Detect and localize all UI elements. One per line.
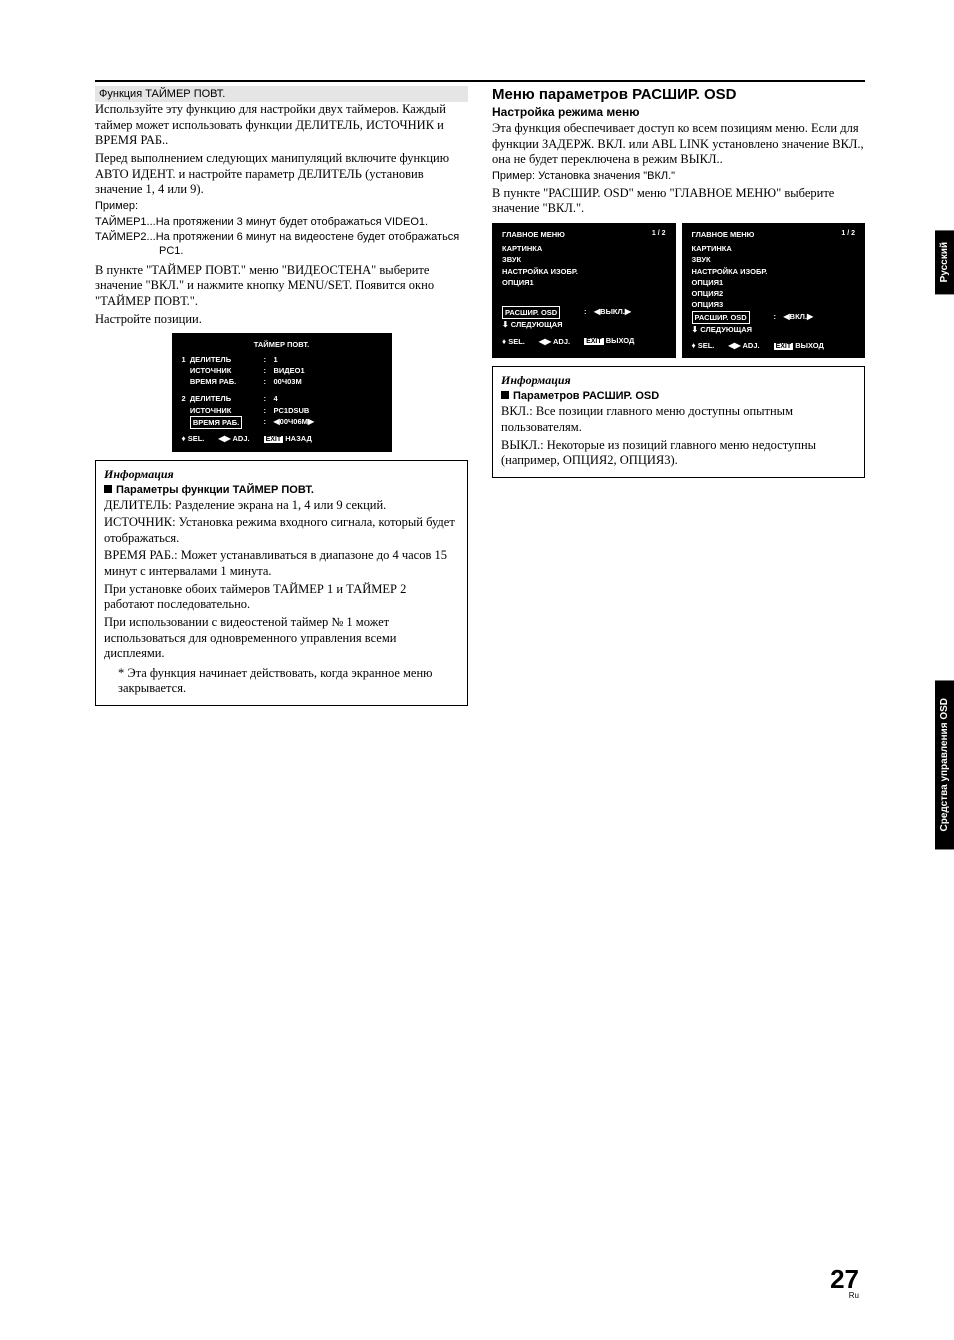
down-arrow-icon: ⬇ xyxy=(692,325,699,334)
osd-panel-main-left: ГЛАВНОЕ МЕНЮ1 / 2 КАРТИНКА ЗВУК НАСТРОЙК… xyxy=(492,223,676,359)
osd-item: ОПЦИЯ1 xyxy=(502,277,666,288)
info-box: Информация Параметров РАСШИР. OSD ВКЛ.: … xyxy=(492,366,865,478)
osd-item: КАРТИНКА xyxy=(692,243,856,254)
osd-adv-row: РАСШИР. OSD:◀ВКЛ.▶ xyxy=(692,311,856,324)
info-line: ВКЛ.: Все позиции главного меню доступны… xyxy=(501,404,856,435)
exit-badge: EXIT xyxy=(264,436,284,443)
info-line: При установке обоих таймеров ТАЙМЕР 1 и … xyxy=(104,582,459,613)
info-note: * Эта функция начинает действовать, когд… xyxy=(104,666,459,697)
updown-arrow-icon: ♦ xyxy=(692,341,696,350)
osd-footer: ♦ SEL. ◀▶ ADJ. EXIT ВЫХОД xyxy=(692,340,856,353)
osd-item: ОПЦИЯ2 xyxy=(692,288,856,299)
osd-panel-main-right: ГЛАВНОЕ МЕНЮ1 / 2 КАРТИНКА ЗВУК НАСТРОЙК… xyxy=(682,223,866,359)
section-heading: Функция ТАЙМЕР ПОВТ. xyxy=(95,86,468,102)
info-line: При использовании с видеостеной таймер №… xyxy=(104,615,459,662)
left-column: Функция ТАЙМЕР ПОВТ. Используйте эту фун… xyxy=(95,86,468,706)
right-column: Меню параметров РАСШИР. OSD Настройка ре… xyxy=(492,86,865,706)
osd-title: ГЛАВНОЕ МЕНЮ1 / 2 xyxy=(692,229,856,240)
osd-next: ⬇ СЛЕДУЮЩАЯ xyxy=(502,319,666,331)
paragraph: Настройте позиции. xyxy=(95,312,468,328)
heading-1: Меню параметров РАСШИР. OSD xyxy=(492,86,865,103)
osd-item: НАСТРОЙКА ИЗОБР. xyxy=(692,266,856,277)
paragraph: Используйте эту функцию для настройки дв… xyxy=(95,102,468,149)
info-title: Информация xyxy=(501,373,856,388)
two-columns: Функция ТАЙМЕР ПОВТ. Используйте эту фун… xyxy=(95,86,865,706)
heading-2: Настройка режима меню xyxy=(492,105,865,119)
exit-badge: EXIT xyxy=(774,343,794,350)
down-arrow-icon: ⬇ xyxy=(502,320,509,329)
osd-row: 2 ДЕЛИТЕЛЬ:4 xyxy=(182,393,382,404)
example-line: ТАЙМЕР2...На протяжении 6 минут на видео… xyxy=(95,231,468,259)
page-number: 27 Ru xyxy=(830,1266,859,1300)
side-tab-language: Русский xyxy=(935,230,954,294)
osd-adv-row: РАСШИР. OSD:◀ВЫКЛ.▶ xyxy=(502,306,666,319)
info-line: ВРЕМЯ РАБ.: Может устанавливаться в диап… xyxy=(104,548,459,579)
info-box: Информация Параметры функции ТАЙМЕР ПОВТ… xyxy=(95,460,468,707)
osd-title: ТАЙМЕР ПОВТ. xyxy=(182,339,382,350)
osd-row: ИСТОЧНИК:PC1DSUB xyxy=(182,405,382,416)
right-arrow-icon: ▶ xyxy=(625,307,631,316)
info-subtitle: Параметры функции ТАЙМЕР ПОВТ. xyxy=(104,484,459,496)
osd-footer: ♦ SEL. ◀▶ ADJ. EXIT НАЗАД xyxy=(182,433,382,446)
leftright-arrow-icon: ◀▶ xyxy=(539,337,551,346)
exit-badge: EXIT xyxy=(584,338,604,345)
osd-next: ⬇ СЛЕДУЮЩАЯ xyxy=(692,324,856,336)
paragraph: В пункте "ТАЙМЕР ПОВТ." меню "ВИДЕОСТЕНА… xyxy=(95,263,468,310)
leftright-arrow-icon: ◀▶ xyxy=(728,341,740,350)
osd-item: ОПЦИЯ1 xyxy=(692,277,856,288)
paragraph: Перед выполнением следующих манипуляций … xyxy=(95,151,468,198)
osd-row: 1 ДЕЛИТЕЛЬ:1 xyxy=(182,354,382,365)
osd-row: ИСТОЧНИК:ВИДЕО1 xyxy=(182,365,382,376)
paragraph: Эта функция обеспечивает доступ ко всем … xyxy=(492,121,865,168)
osd-item: НАСТРОЙКА ИЗОБР. xyxy=(502,266,666,277)
updown-arrow-icon: ♦ xyxy=(182,434,186,443)
info-title: Информация xyxy=(104,467,459,482)
example-label: Пример: Установка значения "ВКЛ." xyxy=(492,170,865,184)
osd-block-2: 2 ДЕЛИТЕЛЬ:4 ИСТОЧНИК:PC1DSUB ВРЕМЯ РАБ.… xyxy=(182,393,382,429)
square-bullet-icon xyxy=(104,485,112,493)
example-line: ТАЙМЕР1...На протяжении 3 минут будет от… xyxy=(95,216,468,230)
osd-item: ОПЦИЯ3 xyxy=(692,299,856,310)
example-label: Пример: xyxy=(95,200,468,214)
page-content: Функция ТАЙМЕР ПОВТ. Используйте эту фун… xyxy=(95,80,865,706)
osd-panel-timer: ТАЙМЕР ПОВТ. 1 ДЕЛИТЕЛЬ:1 ИСТОЧНИК:ВИДЕО… xyxy=(172,333,392,451)
osd-item: ЗВУК xyxy=(502,254,666,265)
osd-title: ГЛАВНОЕ МЕНЮ1 / 2 xyxy=(502,229,666,240)
osd-footer: ♦ SEL. ◀▶ ADJ. EXIT ВЫХОД xyxy=(502,335,666,348)
osd-block-1: 1 ДЕЛИТЕЛЬ:1 ИСТОЧНИК:ВИДЕО1 ВРЕМЯ РАБ.:… xyxy=(182,354,382,388)
osd-row: ВРЕМЯ РАБ.:◀00Ч06М▶ xyxy=(182,416,382,429)
top-rule xyxy=(95,80,865,82)
square-bullet-icon xyxy=(501,391,509,399)
right-arrow-icon: ▶ xyxy=(807,312,813,321)
updown-arrow-icon: ♦ xyxy=(502,337,506,346)
info-line: ДЕЛИТЕЛЬ: Разделение экрана на 1, 4 или … xyxy=(104,498,459,514)
info-subtitle: Параметров РАСШИР. OSD xyxy=(501,390,856,402)
osd-item: ЗВУК xyxy=(692,254,856,265)
leftright-arrow-icon: ◀▶ xyxy=(218,434,230,443)
info-line: ВЫКЛ.: Некоторые из позиций главного мен… xyxy=(501,438,856,469)
right-arrow-icon: ▶ xyxy=(308,417,314,426)
paragraph: В пункте "РАСШИР. OSD" меню "ГЛАВНОЕ МЕН… xyxy=(492,186,865,217)
info-line: ИСТОЧНИК: Установка режима входного сигн… xyxy=(104,515,459,546)
osd-pair: ГЛАВНОЕ МЕНЮ1 / 2 КАРТИНКА ЗВУК НАСТРОЙК… xyxy=(492,223,865,359)
osd-item: КАРТИНКА xyxy=(502,243,666,254)
side-tab-section: Средства управления OSD xyxy=(935,680,954,849)
osd-row: ВРЕМЯ РАБ.:00Ч03М xyxy=(182,376,382,387)
